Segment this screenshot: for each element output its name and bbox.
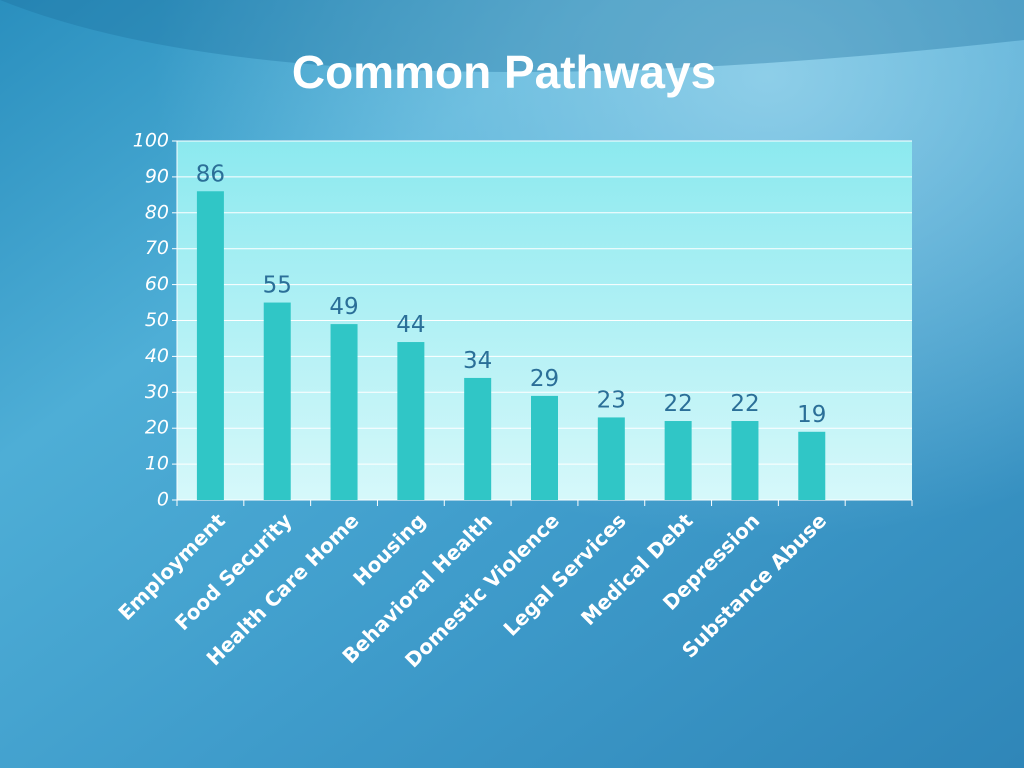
bar xyxy=(664,421,692,500)
y-tick-label: 30 xyxy=(145,381,169,403)
value-label: 55 xyxy=(263,273,292,299)
y-tick-label: 70 xyxy=(145,237,169,259)
bar xyxy=(263,302,291,500)
y-tick-label: 50 xyxy=(145,309,169,331)
bar xyxy=(464,377,492,500)
y-tick-label: 0 xyxy=(157,489,169,511)
bar xyxy=(330,324,358,500)
y-tick-label: 100 xyxy=(133,130,169,152)
bar xyxy=(731,421,759,500)
y-tick-label: 60 xyxy=(145,273,169,295)
bar xyxy=(597,417,625,500)
value-label: 22 xyxy=(663,391,692,417)
y-tick-label: 20 xyxy=(145,417,169,439)
y-tick-label: 10 xyxy=(145,453,169,475)
value-label: 23 xyxy=(597,387,626,413)
bar xyxy=(196,191,224,500)
value-label: 29 xyxy=(530,366,559,392)
bar xyxy=(531,395,558,500)
swirl xyxy=(0,0,1024,72)
bar xyxy=(397,342,425,500)
value-label: 44 xyxy=(396,312,425,338)
value-label: 49 xyxy=(329,294,358,320)
chart-title: Common Pathways xyxy=(292,46,716,98)
value-label: 34 xyxy=(463,348,492,374)
y-tick-label: 40 xyxy=(145,345,169,367)
value-label: 22 xyxy=(730,391,759,417)
y-tick-label: 80 xyxy=(145,201,169,223)
bar xyxy=(798,431,826,500)
value-label: 86 xyxy=(196,161,225,187)
value-label: 19 xyxy=(797,402,826,428)
y-tick-label: 90 xyxy=(145,165,169,187)
